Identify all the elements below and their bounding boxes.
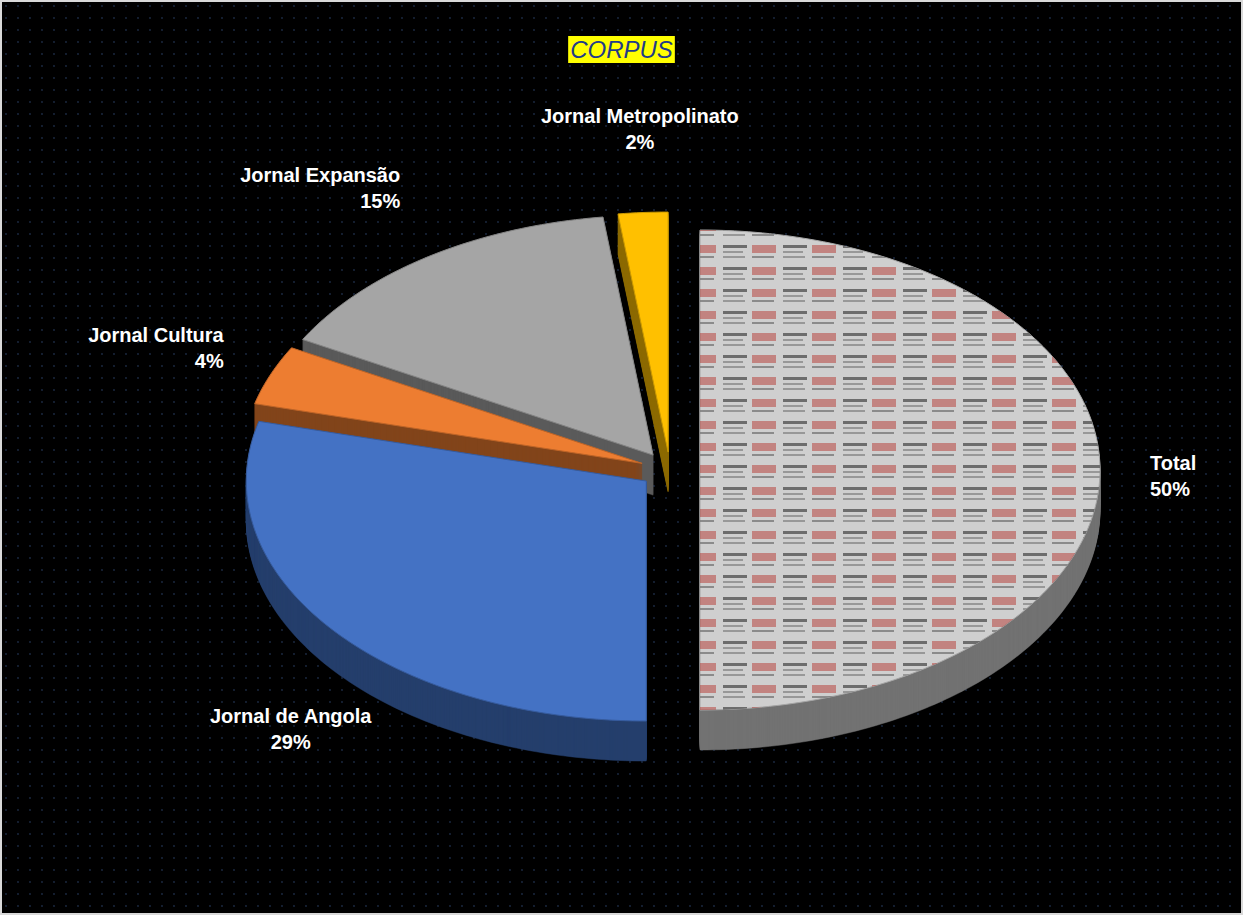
slice-value: 50% (1150, 478, 1190, 500)
slice-value: 2% (625, 131, 654, 153)
slice-label: Total (1150, 452, 1196, 474)
slice-value: 29% (271, 731, 311, 753)
title-highlight (568, 36, 675, 63)
frame (1, 1, 1242, 914)
slice-texture (700, 230, 1100, 710)
slice-label: Jornal de Angola (210, 705, 372, 727)
slice (246, 421, 646, 721)
background (0, 0, 1243, 915)
title: CORPUS (570, 36, 673, 63)
slice (700, 230, 1100, 710)
slice-value: 15% (360, 190, 400, 212)
slice-label: Jornal Metropolinato (541, 105, 739, 127)
chart-root: CORPUS Total 50% Jornal de Angola 29% Jornal … (0, 0, 1243, 915)
labels: Total 50% Jornal de Angola 29% Jornal Cultur… (88, 105, 1196, 754)
slice-value: 4% (195, 350, 224, 372)
slice-side (246, 422, 646, 722)
slice-label: Jornal Expansão (240, 164, 400, 186)
slice-side (700, 231, 1100, 711)
slice-label: Jornal Cultura (88, 324, 224, 346)
pie (246, 212, 1100, 761)
